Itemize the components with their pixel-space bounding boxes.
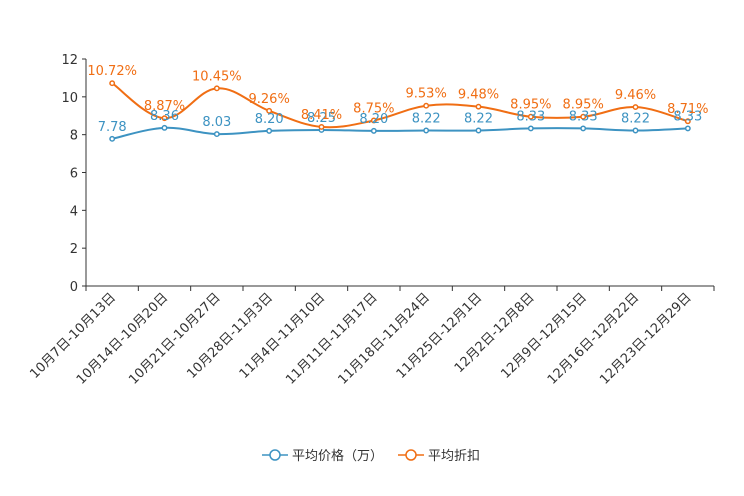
data-label: 8.22 <box>621 112 650 127</box>
data-point <box>266 127 273 134</box>
data-point <box>213 85 220 92</box>
legend: 平均价格（万） 平均折扣 <box>262 448 480 464</box>
data-label: 9.48% <box>458 88 499 103</box>
x-tick-label: 12月23日-12月29日 <box>597 290 694 387</box>
y-tick-label: 12 <box>61 53 78 68</box>
data-point <box>161 115 168 122</box>
data-point <box>423 102 430 109</box>
data-point <box>213 131 220 138</box>
data-point <box>580 113 587 120</box>
data-label: 8.95% <box>563 98 604 113</box>
data-point <box>527 125 534 132</box>
y-tick-label: 2 <box>70 242 78 257</box>
x-tick-label: 12月16日-12月22日 <box>545 290 642 387</box>
legend-swatch-marker <box>269 449 281 461</box>
data-label: 8.20 <box>359 112 388 127</box>
data-point <box>475 103 482 110</box>
data-label: 9.53% <box>406 87 447 102</box>
data-label: 8.71% <box>667 102 708 117</box>
data-label: 8.25 <box>307 111 336 126</box>
data-label: 9.46% <box>615 88 656 103</box>
x-tick-label: 10月14日-10月20日 <box>74 290 171 387</box>
data-labels: 7.78 8.36 8.03 8.20 8.25 8.20 8.22 8.22 8.33 8.33… <box>87 64 708 135</box>
y-tick-label: 8 <box>70 129 78 144</box>
data-label: 8.22 <box>464 112 493 127</box>
data-label: 8.20 <box>255 112 284 127</box>
x-tick-label: 11月18日-11月24日 <box>336 290 433 387</box>
x-tick-label: 10月7日-10月13日 <box>27 290 119 382</box>
data-point <box>423 127 430 134</box>
data-point <box>684 125 691 132</box>
data-point <box>370 117 377 124</box>
data-label: 10.45% <box>192 69 242 84</box>
x-tick-label: 10月21日-10月27日 <box>126 290 223 387</box>
data-label: 8.95% <box>510 98 551 113</box>
data-label: 9.26% <box>249 92 290 107</box>
legend-swatch-marker <box>405 449 417 461</box>
y-tick-label: 4 <box>70 204 78 219</box>
data-label: 8.36 <box>150 109 179 124</box>
legend-label: 平均折扣 <box>428 449 480 464</box>
series-line-avg-price <box>111 126 688 140</box>
series-points <box>109 80 691 142</box>
data-point <box>475 127 482 134</box>
data-point <box>580 125 587 132</box>
data-point <box>370 127 377 134</box>
y-tick-label: 0 <box>70 280 78 295</box>
data-point <box>109 135 116 142</box>
data-point <box>266 107 273 114</box>
data-label: 8.22 <box>412 112 441 127</box>
data-label: 10.72% <box>87 64 137 79</box>
data-label: 8.33 <box>569 109 598 124</box>
y-tick-label: 10 <box>61 91 78 106</box>
y-tick-label: 6 <box>70 167 78 182</box>
data-point <box>161 124 168 131</box>
data-point <box>632 127 639 134</box>
data-point <box>632 104 639 110</box>
data-point <box>527 113 534 120</box>
x-tick-label: 11月11日-11月17日 <box>283 290 380 387</box>
data-point <box>318 123 325 130</box>
data-label: 8.33 <box>516 109 545 124</box>
data-label: 8.03 <box>202 115 231 130</box>
data-point <box>684 118 691 125</box>
data-label: 8.41% <box>301 108 342 123</box>
data-label: 7.78 <box>98 120 127 135</box>
legend-label: 平均价格（万） <box>292 448 383 464</box>
data-label: 8.33 <box>673 109 702 124</box>
data-label: 8.75% <box>353 101 394 116</box>
data-point <box>109 80 116 87</box>
data-label: 8.87% <box>144 99 185 114</box>
